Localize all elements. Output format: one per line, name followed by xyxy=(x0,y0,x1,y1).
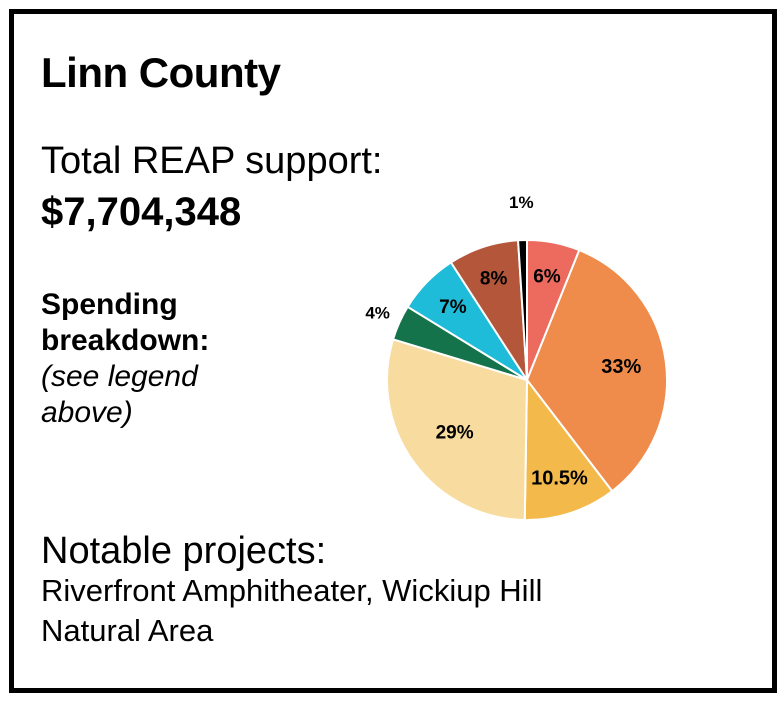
breakdown-note-line2: above) xyxy=(41,396,133,429)
notable-projects-list: Riverfront Amphitheater, Wickiup Hill Na… xyxy=(41,571,741,651)
notable-projects-line2: Natural Area xyxy=(41,613,214,648)
spending-breakdown: Spending breakdown: (see legend above) xyxy=(41,287,301,431)
total-support-label: Total REAP support: xyxy=(41,140,383,182)
total-support-value: $7,704,348 xyxy=(41,190,242,234)
breakdown-heading-line1: Spending xyxy=(41,288,178,321)
county-title: Linn County xyxy=(41,49,281,96)
breakdown-note-line1: (see legend xyxy=(41,360,198,393)
notable-projects-line1: Riverfront Amphitheater, Wickiup Hill xyxy=(41,573,543,608)
notable-projects-label: Notable projects: xyxy=(41,530,327,572)
breakdown-heading-line2: breakdown: xyxy=(41,324,210,357)
